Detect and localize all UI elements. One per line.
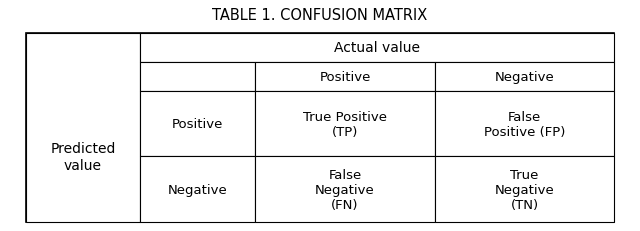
Text: Positive: Positive (172, 118, 223, 131)
Text: Actual value: Actual value (335, 41, 420, 55)
Text: Negative: Negative (168, 183, 228, 196)
Text: True Positive
(TP): True Positive (TP) (303, 110, 387, 138)
Text: True
Negative
(TN): True Negative (TN) (495, 168, 554, 211)
Text: Negative: Negative (495, 71, 554, 84)
Text: TABLE 1. CONFUSION MATRIX: TABLE 1. CONFUSION MATRIX (212, 8, 428, 23)
Text: Predicted
value: Predicted value (51, 142, 116, 172)
Text: Positive: Positive (319, 71, 371, 84)
Text: False
Positive (FP): False Positive (FP) (484, 110, 565, 138)
Text: False
Negative
(FN): False Negative (FN) (315, 168, 375, 211)
